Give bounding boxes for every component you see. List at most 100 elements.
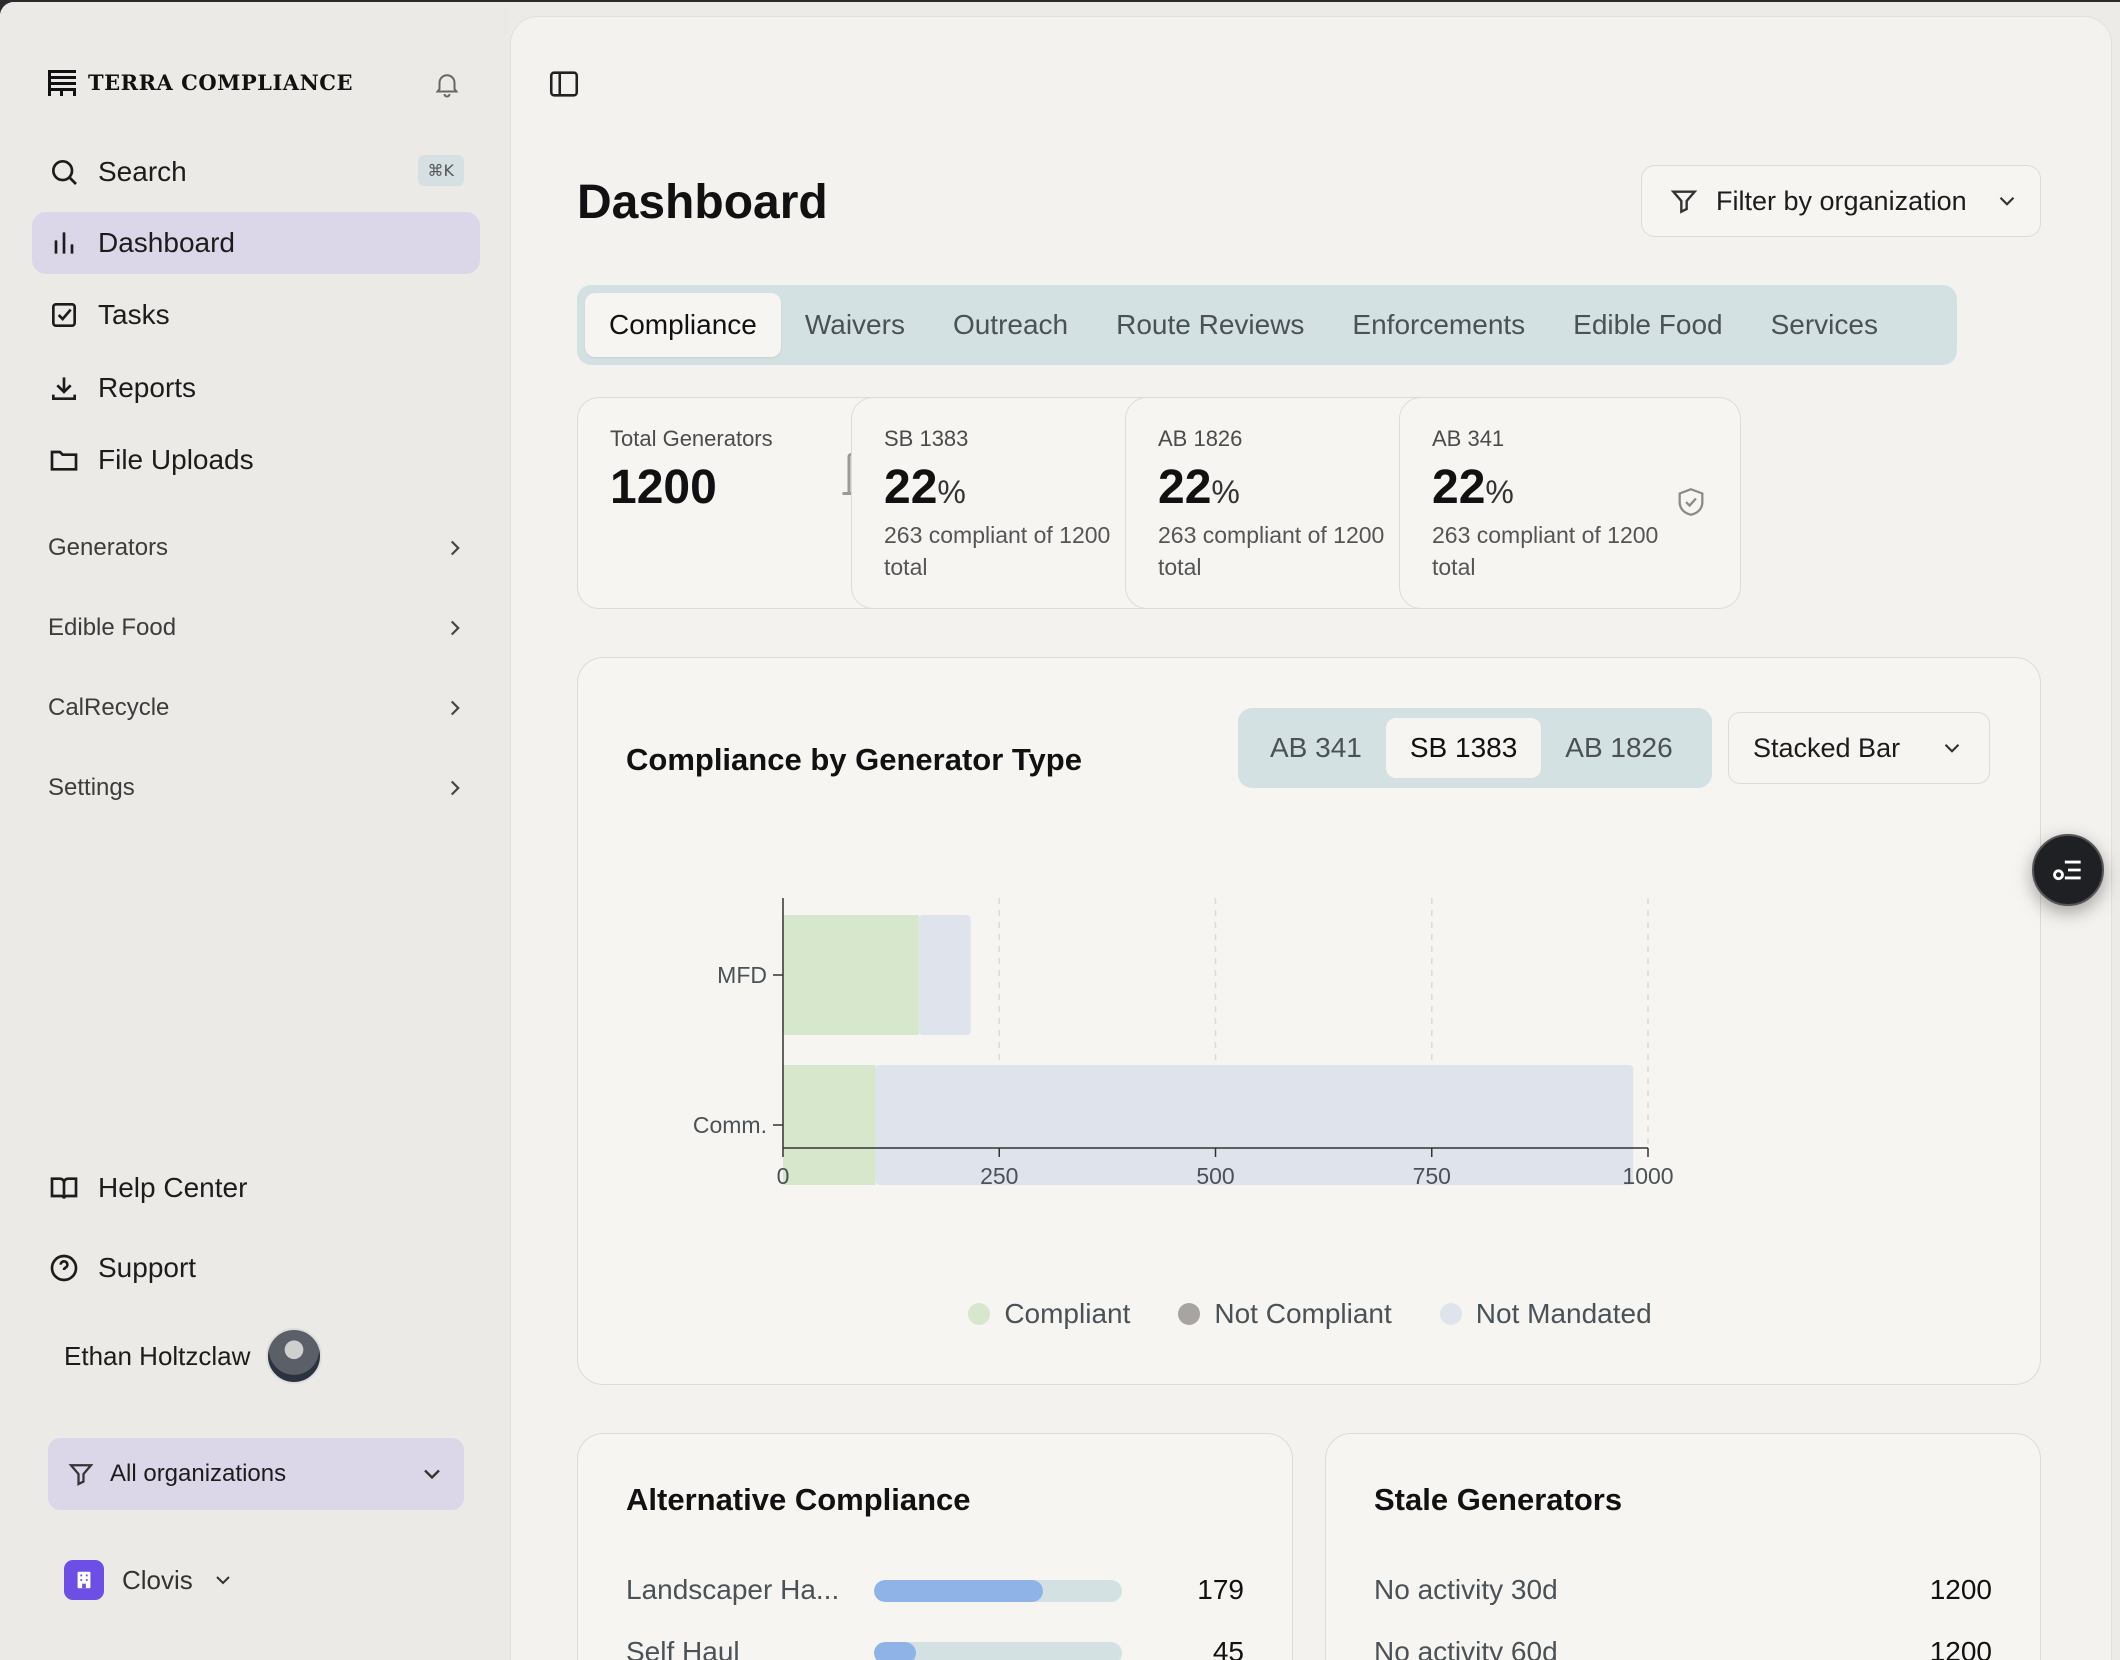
sidebar-group-settings[interactable]: Settings xyxy=(48,768,468,808)
row-label: Self Haul xyxy=(626,1636,740,1660)
list-item[interactable]: No activity 30d 1200 xyxy=(1374,1574,1992,1606)
stacked-bar-chart: MFD Comm. 0 250 500 750 1000 xyxy=(693,898,1674,1189)
progress-fill xyxy=(874,1580,1043,1602)
legend-not-mandated[interactable]: Not Mandated xyxy=(1439,1298,1652,1330)
segment-ab-1826[interactable]: AB 1826 xyxy=(1565,732,1673,763)
assistant-fab-button[interactable] xyxy=(2032,834,2104,906)
user-name: Ethan Holtzclaw xyxy=(64,1340,251,1371)
bell-icon[interactable] xyxy=(432,68,462,100)
x-tick-label: 500 xyxy=(1196,1163,1234,1189)
sidebar-group-edible-food[interactable]: Edible Food xyxy=(48,608,468,648)
sidebar-group-generators[interactable]: Generators xyxy=(48,528,468,568)
legend-swatch xyxy=(1178,1303,1201,1325)
regulation-segmented-control: AB 341 SB 1383 AB 1826 xyxy=(1238,708,1712,788)
group-label: CalRecycle xyxy=(48,694,170,721)
row-value: 1200 xyxy=(1929,1574,1992,1605)
stat-value: 1200 xyxy=(610,461,717,514)
stat-label: AB 1826 xyxy=(1158,426,1243,451)
sidebar-item-label: Dashboard xyxy=(98,227,235,258)
legend-label: Not Mandated xyxy=(1475,1298,1652,1329)
legend-not-compliant[interactable]: Not Compliant xyxy=(1178,1298,1392,1330)
filter-icon xyxy=(1670,190,1698,214)
sidebar-toggle-icon[interactable] xyxy=(547,67,581,101)
dashboard-tabs: Compliance Waivers Outreach Route Review… xyxy=(577,285,1957,365)
stat-number: 22 xyxy=(1158,461,1212,514)
tab-route-reviews[interactable]: Route Reviews xyxy=(1116,309,1305,340)
folder-icon xyxy=(50,450,78,471)
sidebar-item-reports[interactable]: Reports xyxy=(32,357,480,419)
brand[interactable]: TERRA COMPLIANCE xyxy=(46,66,353,98)
chevron-right-icon xyxy=(450,780,460,796)
stat-label: SB 1383 xyxy=(884,426,969,451)
chevron-right-icon xyxy=(450,540,460,556)
sidebar: TERRA COMPLIANCE Search ⌘K Dashboard Tas… xyxy=(0,2,510,1660)
group-label: Edible Food xyxy=(48,614,177,641)
tab-waivers[interactable]: Waivers xyxy=(804,309,905,340)
card-title: Alternative Compliance xyxy=(626,1482,971,1517)
legend-swatch xyxy=(968,1303,991,1325)
stat-number: 22 xyxy=(1432,461,1486,514)
sidebar-item-label: Reports xyxy=(98,372,197,403)
stat-number: 22 xyxy=(884,461,938,514)
tab-compliance[interactable]: Compliance xyxy=(585,293,781,357)
user-profile[interactable]: Ethan Holtzclaw xyxy=(64,1328,323,1384)
card-title: Stale Generators xyxy=(1374,1482,1623,1517)
stat-value: 22% xyxy=(884,460,1160,515)
stat-subtext: 263 compliant of 1200 total xyxy=(1158,522,1385,580)
stat-unit: % xyxy=(937,474,966,510)
tab-edible-food[interactable]: Edible Food xyxy=(1573,309,1723,340)
book-icon xyxy=(50,1177,78,1199)
stat-unit: % xyxy=(1211,474,1240,510)
row-value: 45 xyxy=(1212,1636,1244,1660)
alternative-compliance-card: Alternative Compliance Landscaper Ha... … xyxy=(577,1433,1293,1660)
search-button[interactable]: Search ⌘K xyxy=(32,141,480,203)
search-icon xyxy=(52,160,77,185)
sidebar-group-calrecycle[interactable]: CalRecycle xyxy=(48,688,468,728)
sidebar-item-support[interactable]: Support xyxy=(32,1237,480,1299)
question-icon xyxy=(50,1254,78,1282)
legend-swatch xyxy=(1439,1303,1462,1325)
organization-select-value: All organizations xyxy=(110,1460,287,1487)
x-tick-label: 250 xyxy=(980,1163,1018,1189)
x-tick-label: 0 xyxy=(777,1163,790,1189)
sidebar-item-dashboard[interactable]: Dashboard xyxy=(32,212,480,274)
chart-type-select[interactable]: Stacked Bar xyxy=(1728,712,1990,784)
tab-services[interactable]: Services xyxy=(1770,309,1878,340)
chart-legend: Compliant Not Compliant Not Mandated xyxy=(578,1298,2042,1330)
row-value: 1200 xyxy=(1929,1636,1992,1660)
city-name: Clovis xyxy=(122,1564,193,1595)
legend-label: Compliant xyxy=(1004,1298,1131,1329)
tab-outreach[interactable]: Outreach xyxy=(952,309,1069,340)
organization-select[interactable]: All organizations xyxy=(48,1438,464,1510)
list-item[interactable]: Landscaper Ha... 179 xyxy=(626,1574,1244,1606)
segment-sb-1383[interactable]: SB 1383 xyxy=(1385,718,1542,778)
filter-by-organization-button[interactable]: Filter by organization xyxy=(1641,165,2041,237)
chevron-right-icon xyxy=(450,700,460,716)
page-title: Dashboard xyxy=(577,176,828,229)
progress-fill xyxy=(874,1642,917,1660)
row-value: 179 xyxy=(1197,1574,1244,1605)
sidebar-item-help-center[interactable]: Help Center xyxy=(32,1157,480,1219)
sidebar-item-tasks[interactable]: Tasks xyxy=(32,284,480,346)
chart-type-value: Stacked Bar xyxy=(1753,732,1901,763)
row-label: No activity 30d xyxy=(1374,1574,1558,1605)
chevron-down-icon xyxy=(1944,743,1960,753)
list-item[interactable]: Self Haul 45 xyxy=(626,1636,1244,1660)
tab-enforcements[interactable]: Enforcements xyxy=(1352,309,1526,340)
segment-ab-341[interactable]: AB 341 xyxy=(1270,732,1362,763)
compliance-chart-card: Compliance by Generator Type AB 341 SB 1… xyxy=(577,657,2041,1385)
row-label: Landscaper Ha... xyxy=(626,1574,840,1605)
sidebar-item-file-uploads[interactable]: File Uploads xyxy=(32,429,480,491)
list-assistant-icon xyxy=(2053,860,2081,881)
legend-compliant[interactable]: Compliant xyxy=(968,1298,1130,1330)
avatar xyxy=(266,1328,323,1384)
chart-title: Compliance by Generator Type xyxy=(626,742,1082,777)
list-item[interactable]: No activity 60d 1200 xyxy=(1374,1636,1992,1660)
chevron-down-icon xyxy=(424,1469,440,1480)
filter-label: Filter by organization xyxy=(1716,185,1967,216)
city-switcher[interactable]: Clovis xyxy=(64,1560,235,1600)
checkbox-icon xyxy=(52,303,76,327)
stat-subtext: 263 compliant of 1200 total xyxy=(884,522,1111,580)
sidebar-item-label: Help Center xyxy=(98,1172,248,1203)
